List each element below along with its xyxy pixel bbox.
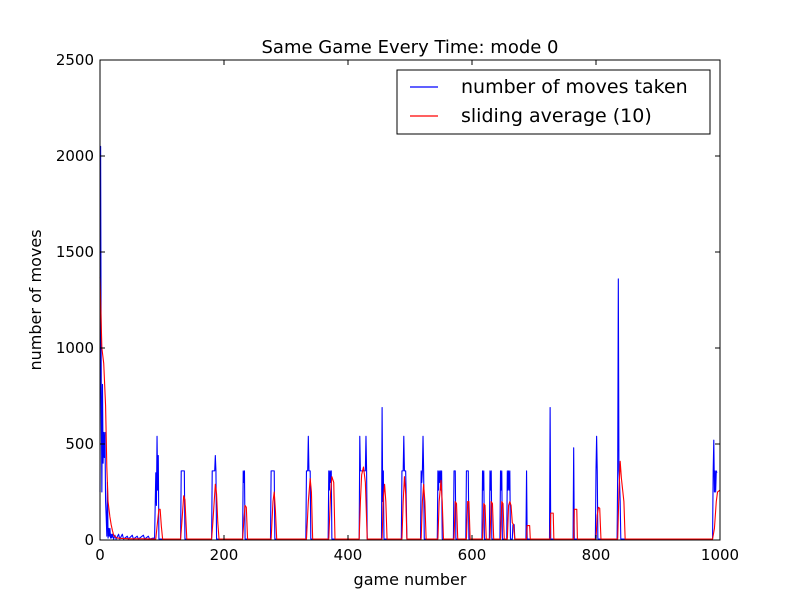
legend-label: number of moves taken <box>461 76 688 98</box>
series-line-sliding-average <box>99 276 721 540</box>
y-tick-label: 2500 <box>56 51 94 69</box>
x-tick-label: 200 <box>210 546 239 564</box>
y-tick-label: 2000 <box>56 147 94 165</box>
y-axis-label: number of moves <box>26 229 45 370</box>
y-tick-label: 500 <box>65 435 94 453</box>
x-tick-label: 800 <box>582 546 611 564</box>
x-axis: 0 200 400 600 800 1000 <box>95 60 739 564</box>
y-tick-label: 1000 <box>56 339 94 357</box>
y-tick-label: 1500 <box>56 243 94 261</box>
axes-frame <box>99 59 721 541</box>
legend-label: sliding average (10) <box>461 105 652 127</box>
x-axis-label: game number <box>354 570 467 589</box>
x-tick-label: 1000 <box>701 546 739 564</box>
chart-title: Same Game Every Time: mode 0 <box>261 37 558 58</box>
x-tick-label: 0 <box>95 546 105 564</box>
legend: number of moves taken sliding average (10… <box>396 69 711 135</box>
legend-box <box>396 69 711 135</box>
y-tick-label: 0 <box>84 531 94 549</box>
series-layer <box>99 145 721 540</box>
x-tick-label: 400 <box>334 546 363 564</box>
x-tick-label: 600 <box>458 546 487 564</box>
y-axis: 0 500 1000 1500 2000 2500 <box>56 51 720 549</box>
